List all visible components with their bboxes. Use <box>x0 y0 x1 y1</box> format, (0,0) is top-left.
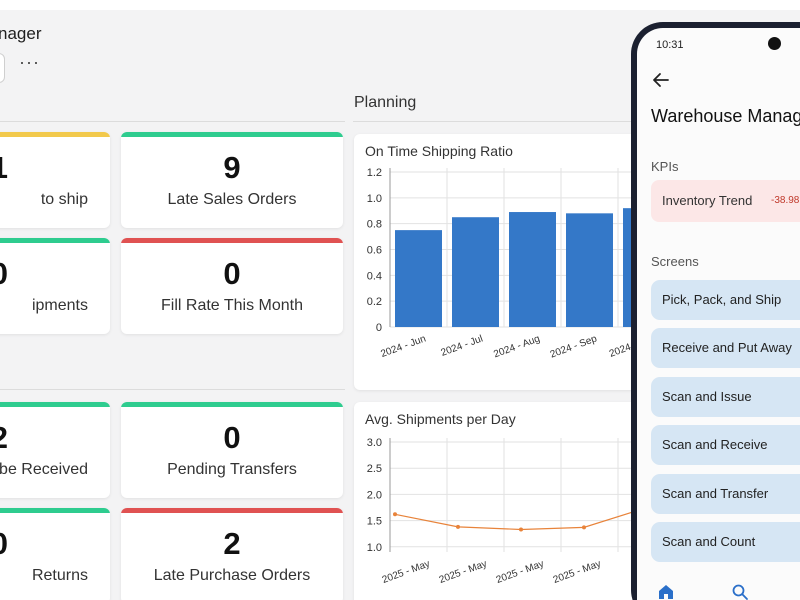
back-arrow-icon[interactable] <box>651 70 671 90</box>
kpi-value: 0 <box>0 256 8 292</box>
y-tick-label: 0.8 <box>367 219 382 231</box>
more-options-button[interactable]: ··· <box>19 52 40 72</box>
data-point <box>456 524 460 529</box>
kpi-value: 0 <box>223 420 241 455</box>
bar <box>452 217 499 327</box>
kpi-status-bar <box>121 238 343 243</box>
kpi-status-bar <box>121 402 343 407</box>
kpi-status-bar <box>121 132 343 137</box>
y-tick-label: 3.0 <box>367 437 382 449</box>
chart-title: On Time Shipping Ratio <box>365 143 513 159</box>
kpi-value: 1 <box>0 150 8 186</box>
kpi-tile-returns[interactable]: 0 Returns <box>0 508 110 600</box>
x-tick-label: 2024 - Jun <box>379 333 427 360</box>
data-point <box>582 525 586 530</box>
x-tick-label: 2025 - May <box>495 558 546 585</box>
x-tick-label: 2025 - May <box>381 558 432 585</box>
kpi-value: 2 <box>0 420 8 456</box>
y-tick-label: 0.4 <box>367 270 382 282</box>
data-point <box>519 527 523 532</box>
kpi-value: 0 <box>0 526 8 562</box>
screen-item-receive-put-away[interactable]: Receive and Put Away <box>651 328 800 368</box>
y-tick-label: 0.2 <box>367 296 382 308</box>
mobile-page-title: Warehouse Manag <box>651 106 800 126</box>
app-title: nager <box>0 24 42 43</box>
x-tick-label: 2024 - Jul <box>439 333 484 358</box>
camera-icon <box>768 37 781 50</box>
kpi-tile-to-be-received[interactable]: 2 be Received <box>0 402 110 498</box>
y-tick-label: 1.0 <box>367 193 382 205</box>
kpi-label: ipments <box>31 297 88 314</box>
kpi-label: Inventory Trend <box>662 193 753 208</box>
mobile-device-frame: 10:31 Warehouse Manag KPIs Inventory Tre… <box>631 22 800 600</box>
kpi-status-bar <box>0 238 110 243</box>
screen-item-label: Scan and Receive <box>662 437 768 452</box>
y-tick-label: 2.5 <box>367 463 382 475</box>
on-time-shipping-bar-chart: 0 0.2 0.4 0.6 0.8 1.0 1.2 2024 - Jun 2024 - Jul 2… <box>367 167 644 361</box>
kpi-status-bar <box>121 508 343 513</box>
kpi-label: Fill Rate This Month <box>161 297 303 314</box>
kpi-label: Pending Transfers <box>167 461 297 478</box>
kpi-status-bar <box>0 508 110 513</box>
y-tick-label: 0.6 <box>367 245 382 257</box>
bar <box>566 213 613 327</box>
data-point <box>393 512 397 517</box>
planning-section-title: Planning <box>354 94 417 111</box>
screen-item-label: Scan and Issue <box>662 389 752 404</box>
home-icon[interactable] <box>657 583 675 600</box>
search-icon[interactable] <box>731 583 749 600</box>
mobile-screen: 10:31 Warehouse Manag KPIs Inventory Tre… <box>637 28 800 600</box>
on-time-shipping-chart-card: On Time Shipping Ratio 0 0.2 0.4 0.6 0.8 1.0 1… <box>354 134 644 390</box>
kpi-tile-fill-rate[interactable]: 0 Fill Rate This Month <box>121 238 343 334</box>
kpi-tile-to-ship[interactable]: 1 to ship <box>0 132 110 228</box>
section-divider <box>0 389 345 390</box>
y-tick-label: 1.5 <box>367 516 382 528</box>
screens-section-label: Screens <box>651 254 699 269</box>
kpi-tile-shipments[interactable]: 0 ipments <box>0 238 110 334</box>
x-tick-label: 2024 - Sep <box>549 333 599 360</box>
screen-item-label: Scan and Count <box>662 534 756 549</box>
chart-title: Avg. Shipments per Day <box>365 411 516 427</box>
kpi-label: Late Purchase Orders <box>153 567 311 584</box>
screen-item-label: Pick, Pack, and Ship <box>662 292 782 307</box>
x-tick-label: 2025 - May <box>552 558 603 585</box>
kpi-status-bar <box>0 402 110 407</box>
filter-control[interactable] <box>0 53 5 83</box>
y-tick-label: 1.2 <box>367 167 382 179</box>
kpi-value: 0 <box>223 256 241 291</box>
kpi-value: 2 <box>223 526 241 561</box>
section-divider <box>0 121 345 122</box>
status-bar-time: 10:31 <box>656 39 684 51</box>
kpi-status-bar <box>0 132 110 137</box>
y-tick-label: 0 <box>376 322 382 334</box>
avg-shipments-chart-card: Avg. Shipments per Day 1.0 1.5 2.0 2.5 3.0 20… <box>354 402 644 600</box>
kpi-label: Late Sales Orders <box>167 191 297 208</box>
screen-item-scan-transfer[interactable]: Scan and Transfer <box>651 474 800 514</box>
kpi-tile-pending-transfers[interactable]: 0 Pending Transfers <box>121 402 343 498</box>
kpis-section-label: KPIs <box>651 159 679 174</box>
kpi-value: -38.98 <box>771 195 800 206</box>
kpi-label: Returns <box>31 567 88 584</box>
screen-item-label: Scan and Transfer <box>662 486 769 501</box>
section-divider <box>353 121 643 122</box>
inventory-trend-kpi[interactable]: Inventory Trend -38.98 <box>651 180 800 222</box>
y-tick-label: 2.0 <box>367 489 382 501</box>
kpi-label: to ship <box>40 191 88 208</box>
y-tick-label: 1.0 <box>367 542 382 554</box>
kpi-value: 9 <box>223 150 241 185</box>
x-tick-label: 2024 - Aug <box>492 333 541 360</box>
bar <box>509 212 556 327</box>
screen-item-pick-pack-ship[interactable]: Pick, Pack, and Ship <box>651 280 800 320</box>
kpi-tile-late-purchase-orders[interactable]: 2 Late Purchase Orders <box>121 508 343 600</box>
screen-item-label: Receive and Put Away <box>662 340 792 355</box>
series-line <box>394 507 644 531</box>
x-tick-label: 2025 - May <box>438 558 489 585</box>
kpi-tile-late-sales-orders[interactable]: 9 Late Sales Orders <box>121 132 343 228</box>
bar <box>395 230 442 327</box>
screen-item-scan-issue[interactable]: Scan and Issue <box>651 377 800 417</box>
screen-item-scan-receive[interactable]: Scan and Receive <box>651 425 800 465</box>
screen-item-scan-count[interactable]: Scan and Count <box>651 522 800 562</box>
kpi-label: be Received <box>0 461 88 478</box>
